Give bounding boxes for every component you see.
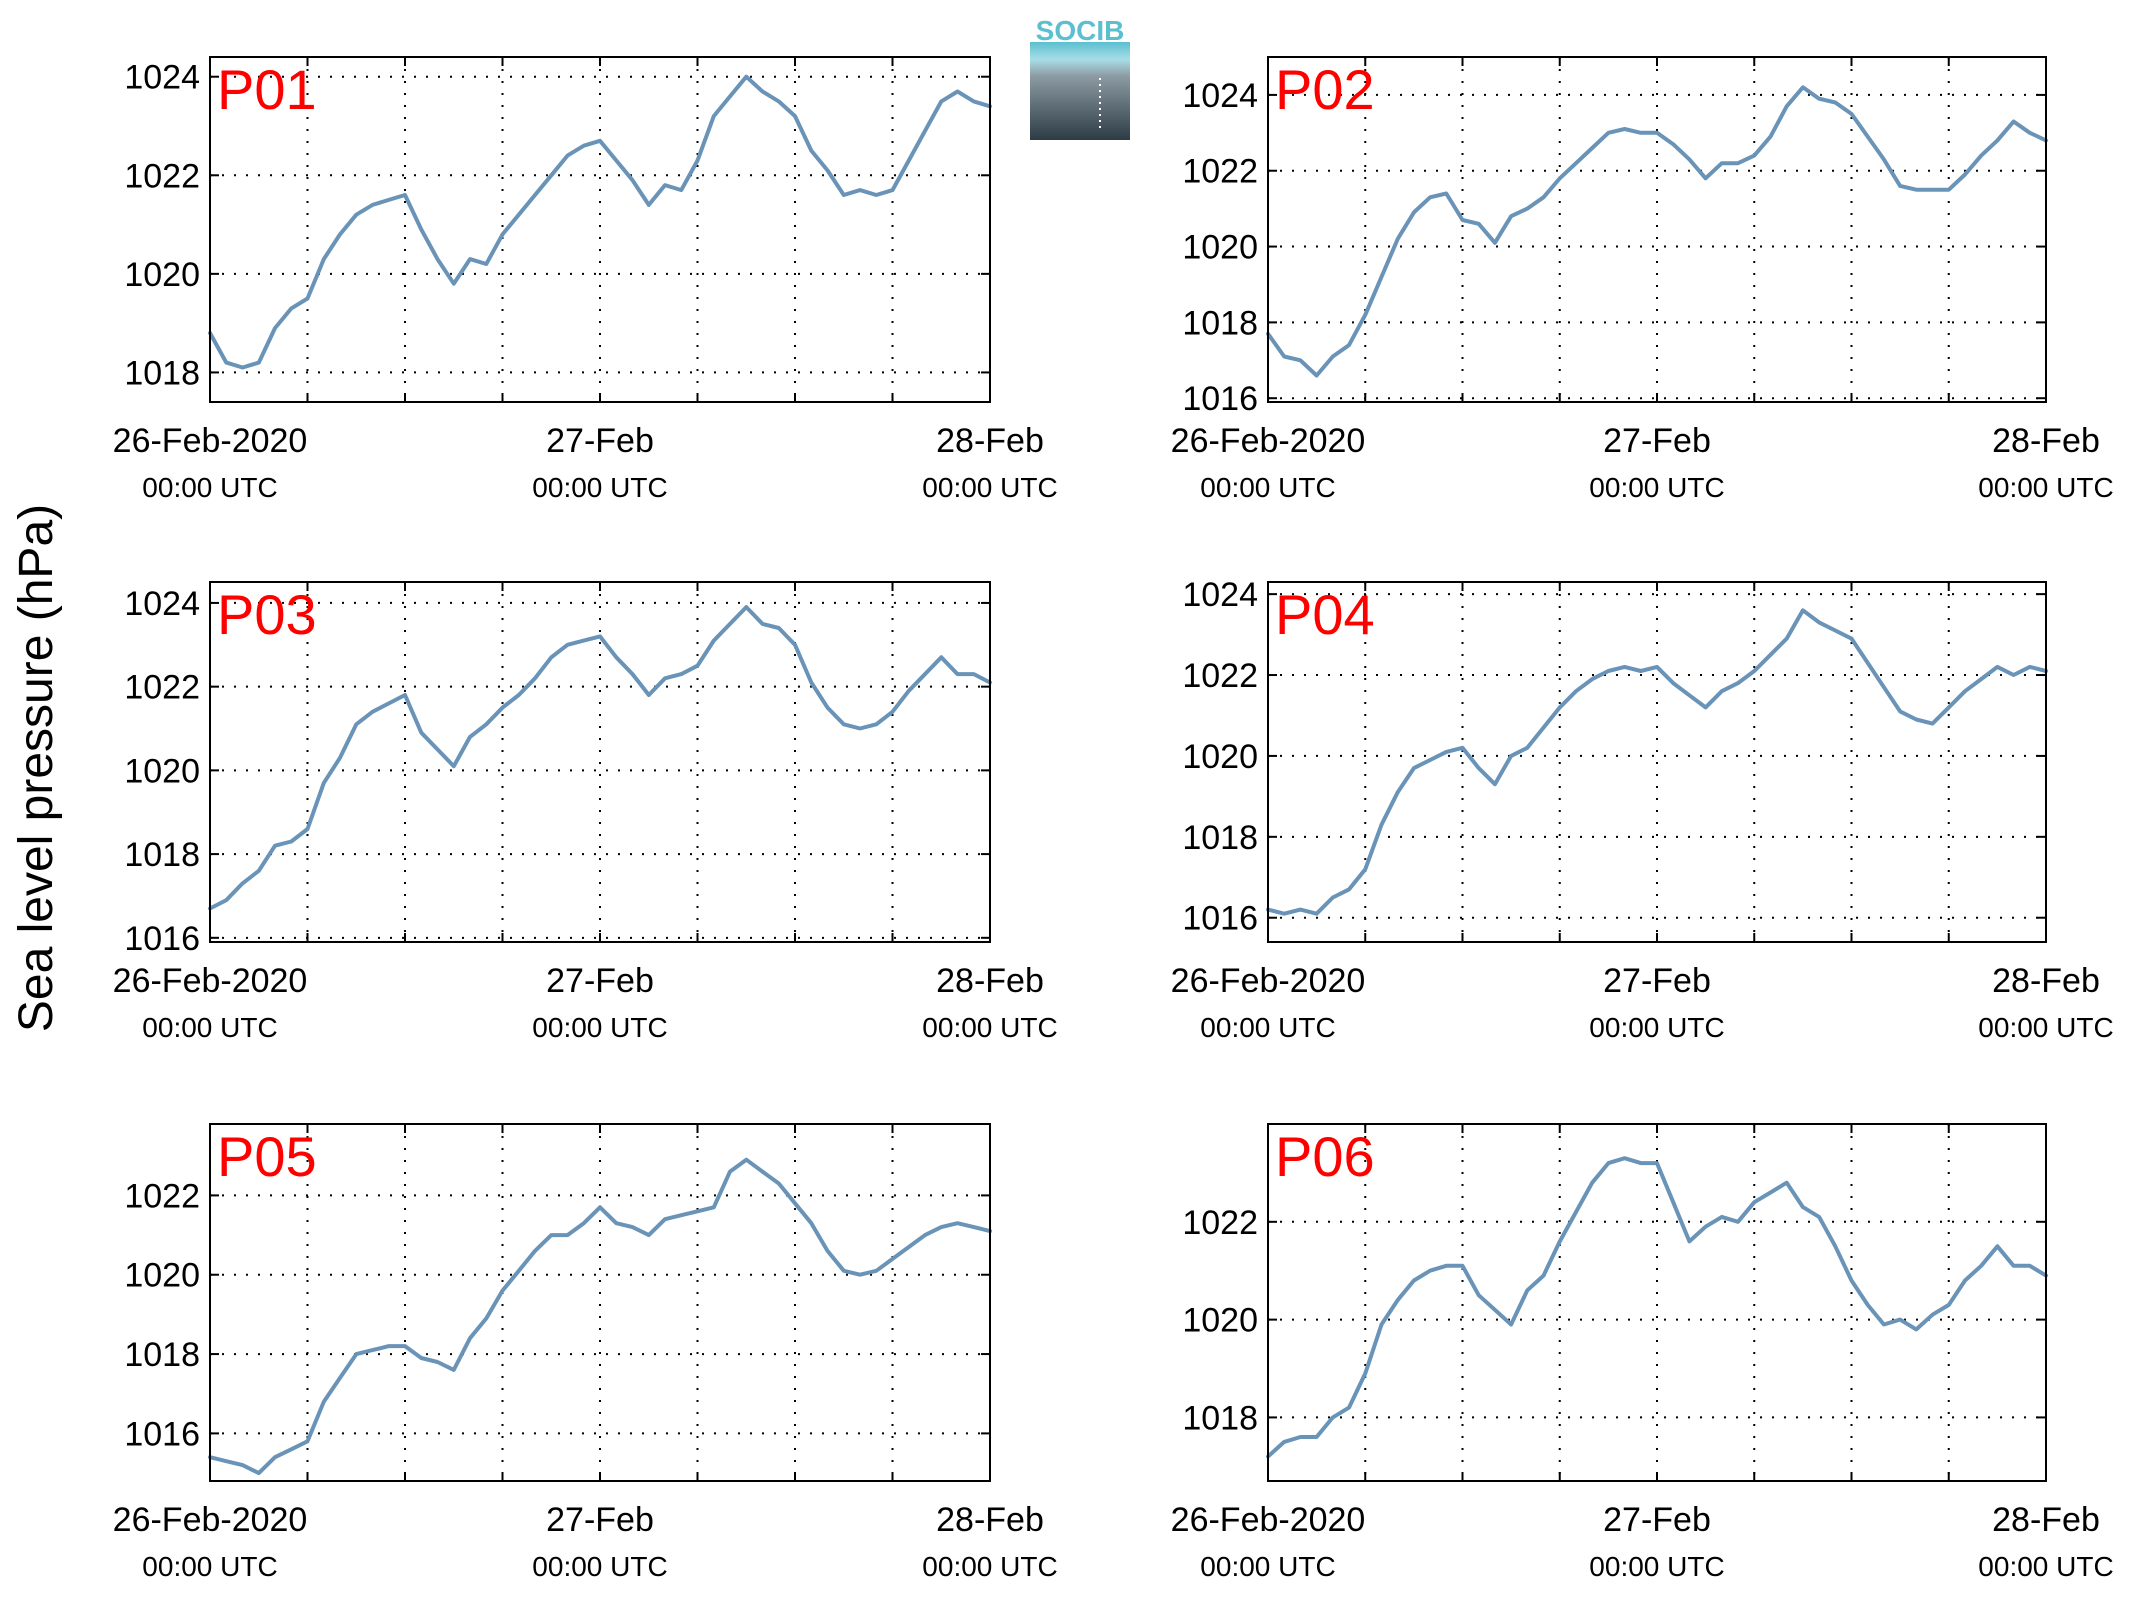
panel-label: P05	[217, 1125, 317, 1188]
y-tick-label: 1016	[1182, 380, 1258, 418]
x-tick-label-date: 27-Feb	[1603, 962, 1711, 1000]
y-tick-label: 1020	[124, 1257, 200, 1295]
plot-frame	[1267, 581, 2047, 943]
pressure-series-line	[208, 605, 992, 911]
x-tick-label-date: 28-Feb	[1992, 962, 2100, 1000]
y-tick-label: 1024	[124, 59, 200, 97]
x-tick-label-date: 26-Feb-2020	[113, 962, 308, 1000]
panel-P02: 1016 1018 1020 1022 1024 26-Feb-2020 00:00 UTC…	[1171, 56, 2114, 503]
plot-frame	[209, 1123, 991, 1482]
x-tick-label-time: 00:00 UTC	[922, 472, 1057, 503]
x-tick-label-date: 28-Feb	[936, 1501, 1044, 1539]
x-tick-label-time: 00:00 UTC	[532, 472, 667, 503]
y-tick-label: 1020	[1182, 738, 1258, 776]
x-tick-label-time: 00:00 UTC	[1200, 1012, 1335, 1043]
x-tick-label-time: 00:00 UTC	[1978, 472, 2113, 503]
x-tick-label-date: 26-Feb-2020	[1171, 1501, 1366, 1539]
panel-label: P03	[217, 583, 317, 646]
plot-frame	[209, 581, 991, 943]
panel-label: P01	[217, 58, 317, 121]
x-tick-label-time: 00:00 UTC	[532, 1012, 667, 1043]
pressure-series-line	[1266, 1156, 2048, 1459]
x-tick-label-time: 00:00 UTC	[1589, 1551, 1724, 1582]
y-tick-label: 1022	[1182, 1204, 1258, 1242]
x-tick-label-time: 00:00 UTC	[142, 472, 277, 503]
pressure-series-line	[1266, 608, 2048, 916]
y-tick-label: 1022	[124, 1177, 200, 1215]
panel-P04: 1016 1018 1020 1022 1024 26-Feb-2020 00:00 UTC…	[1171, 576, 2114, 1043]
x-tick-label-time: 00:00 UTC	[142, 1012, 277, 1043]
y-tick-label: 1020	[1182, 229, 1258, 267]
socib-logo: SOCIB	[1030, 15, 1130, 140]
y-tick-label: 1018	[1182, 1399, 1258, 1437]
x-tick-label-time: 00:00 UTC	[532, 1551, 667, 1582]
y-tick-label: 1020	[124, 256, 200, 294]
pressure-series-line	[208, 1157, 992, 1476]
panel-P03: 1016 1018 1020 1022 1024 26-Feb-2020 00:00 UTC…	[113, 581, 1058, 1043]
x-tick-label-time: 00:00 UTC	[922, 1551, 1057, 1582]
x-tick-label-date: 27-Feb	[546, 1501, 654, 1539]
x-tick-label-date: 27-Feb	[1603, 422, 1711, 460]
panel-label: P02	[1275, 58, 1375, 121]
x-tick-label-date: 28-Feb	[936, 962, 1044, 1000]
y-tick-label: 1022	[1182, 153, 1258, 191]
panel-P05: 1016 1018 1020 1022 26-Feb-2020 00:00 UTC 27-F…	[113, 1123, 1058, 1582]
y-tick-label: 1024	[1182, 77, 1258, 115]
y-tick-label: 1022	[124, 669, 200, 707]
x-tick-label-date: 26-Feb-2020	[113, 422, 308, 460]
x-tick-label-time: 00:00 UTC	[1589, 472, 1724, 503]
panel-label: P06	[1275, 1125, 1375, 1188]
y-tick-label: 1018	[1182, 819, 1258, 857]
y-tick-label: 1016	[124, 1415, 200, 1453]
x-tick-label-time: 00:00 UTC	[1978, 1551, 2113, 1582]
y-tick-label: 1020	[124, 752, 200, 790]
x-tick-label-time: 00:00 UTC	[1200, 472, 1335, 503]
y-tick-label: 1016	[1182, 900, 1258, 938]
plot-frame	[209, 56, 991, 403]
x-tick-label-date: 28-Feb	[936, 422, 1044, 460]
logo-text: SOCIB	[1036, 15, 1125, 46]
panel-label: P04	[1275, 583, 1375, 646]
y-tick-label: 1018	[124, 354, 200, 392]
y-tick-label: 1016	[124, 920, 200, 958]
x-tick-label-time: 00:00 UTC	[1978, 1012, 2113, 1043]
plot-frame	[1267, 1123, 2047, 1482]
y-tick-label: 1018	[124, 836, 200, 874]
pressure-series-line	[1266, 85, 2048, 378]
x-tick-label-date: 28-Feb	[1992, 1501, 2100, 1539]
x-tick-label-date: 26-Feb-2020	[1171, 962, 1366, 1000]
x-tick-label-date: 27-Feb	[546, 422, 654, 460]
x-tick-label-time: 00:00 UTC	[922, 1012, 1057, 1043]
x-tick-label-date: 26-Feb-2020	[1171, 422, 1366, 460]
x-tick-label-date: 27-Feb	[1603, 1501, 1711, 1539]
x-tick-label-date: 28-Feb	[1992, 422, 2100, 460]
plot-frame	[1267, 56, 2047, 403]
x-tick-label-time: 00:00 UTC	[142, 1551, 277, 1582]
y-tick-label: 1022	[1182, 657, 1258, 695]
pressure-series-line	[208, 74, 992, 370]
x-tick-label-time: 00:00 UTC	[1200, 1551, 1335, 1582]
y-tick-label: 1024	[1182, 576, 1258, 614]
x-tick-label-date: 26-Feb-2020	[113, 1501, 308, 1539]
x-tick-label-time: 00:00 UTC	[1589, 1012, 1724, 1043]
logo-box	[1030, 42, 1130, 140]
y-tick-label: 1020	[1182, 1302, 1258, 1340]
y-axis-label: Sea level pressure (hPa)	[10, 504, 63, 1032]
panel-P01: 1018 1020 1022 1024 26-Feb-2020 00:00 UTC 27-F…	[113, 56, 1058, 503]
panel-P06: 1018 1020 1022 26-Feb-2020 00:00 UTC 27-Feb 00…	[1171, 1123, 2114, 1582]
y-tick-label: 1022	[124, 157, 200, 195]
x-tick-label-date: 27-Feb	[546, 962, 654, 1000]
y-tick-label: 1018	[124, 1336, 200, 1374]
y-tick-label: 1018	[1182, 304, 1258, 342]
y-tick-label: 1024	[124, 585, 200, 623]
